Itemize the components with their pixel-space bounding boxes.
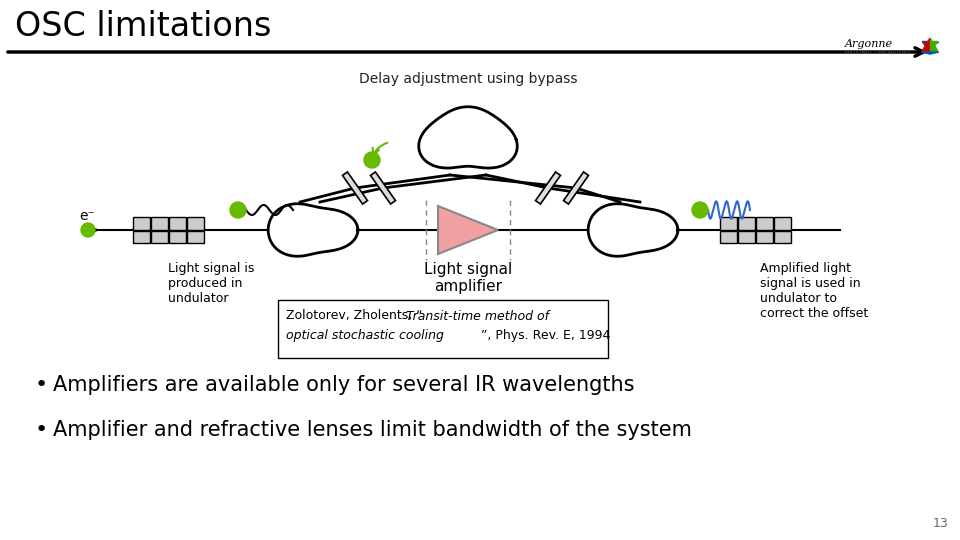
Circle shape xyxy=(230,202,246,218)
Bar xyxy=(169,217,185,230)
Text: Amplifier and refractive lenses limit bandwidth of the system: Amplifier and refractive lenses limit ba… xyxy=(53,420,692,440)
Bar xyxy=(719,217,736,230)
Bar xyxy=(186,231,204,243)
Text: NATIONAL LABORATORY: NATIONAL LABORATORY xyxy=(845,50,910,55)
Polygon shape xyxy=(419,107,517,168)
Polygon shape xyxy=(371,172,396,204)
Text: OSC limitations: OSC limitations xyxy=(15,10,272,43)
Bar xyxy=(151,231,167,243)
Bar xyxy=(151,217,167,230)
Text: Light signal is
produced in
undulator: Light signal is produced in undulator xyxy=(168,262,254,305)
Bar xyxy=(774,231,790,243)
Bar xyxy=(774,217,790,230)
Bar xyxy=(719,231,736,243)
Polygon shape xyxy=(564,172,588,204)
Text: Amplifiers are available only for several IR wavelengths: Amplifiers are available only for severa… xyxy=(53,375,635,395)
Text: optical stochastic cooling: optical stochastic cooling xyxy=(286,329,444,342)
FancyBboxPatch shape xyxy=(278,300,608,358)
Text: Light signal
amplifier: Light signal amplifier xyxy=(424,262,512,294)
Bar xyxy=(756,217,773,230)
Bar xyxy=(186,217,204,230)
Bar xyxy=(737,217,755,230)
Text: e⁻: e⁻ xyxy=(79,209,95,223)
Circle shape xyxy=(81,223,95,237)
Text: •: • xyxy=(35,420,48,440)
Polygon shape xyxy=(922,52,938,54)
Text: Zolotorev, Zholents, “: Zolotorev, Zholents, “ xyxy=(286,309,422,322)
Text: Amplified light
signal is used in
undulator to
correct the offset: Amplified light signal is used in undula… xyxy=(760,262,868,320)
Bar xyxy=(737,231,755,243)
Bar xyxy=(132,217,150,230)
Text: Transit-time method of: Transit-time method of xyxy=(286,309,549,322)
Polygon shape xyxy=(930,38,938,52)
Polygon shape xyxy=(536,172,561,204)
Polygon shape xyxy=(922,38,930,52)
Bar xyxy=(756,231,773,243)
Polygon shape xyxy=(588,204,678,256)
Text: 13: 13 xyxy=(932,517,948,530)
Text: Delay adjustment using bypass: Delay adjustment using bypass xyxy=(359,72,577,86)
Polygon shape xyxy=(268,204,358,256)
Text: Argonne: Argonne xyxy=(845,39,893,49)
Text: •: • xyxy=(35,375,48,395)
Polygon shape xyxy=(923,42,930,52)
Polygon shape xyxy=(343,172,368,204)
Circle shape xyxy=(692,202,708,218)
Polygon shape xyxy=(930,42,938,52)
Bar xyxy=(132,231,150,243)
Bar xyxy=(169,231,185,243)
Text: ”, Phys. Rev. E, 1994: ”, Phys. Rev. E, 1994 xyxy=(481,329,611,342)
Circle shape xyxy=(364,152,380,168)
Polygon shape xyxy=(438,206,498,254)
